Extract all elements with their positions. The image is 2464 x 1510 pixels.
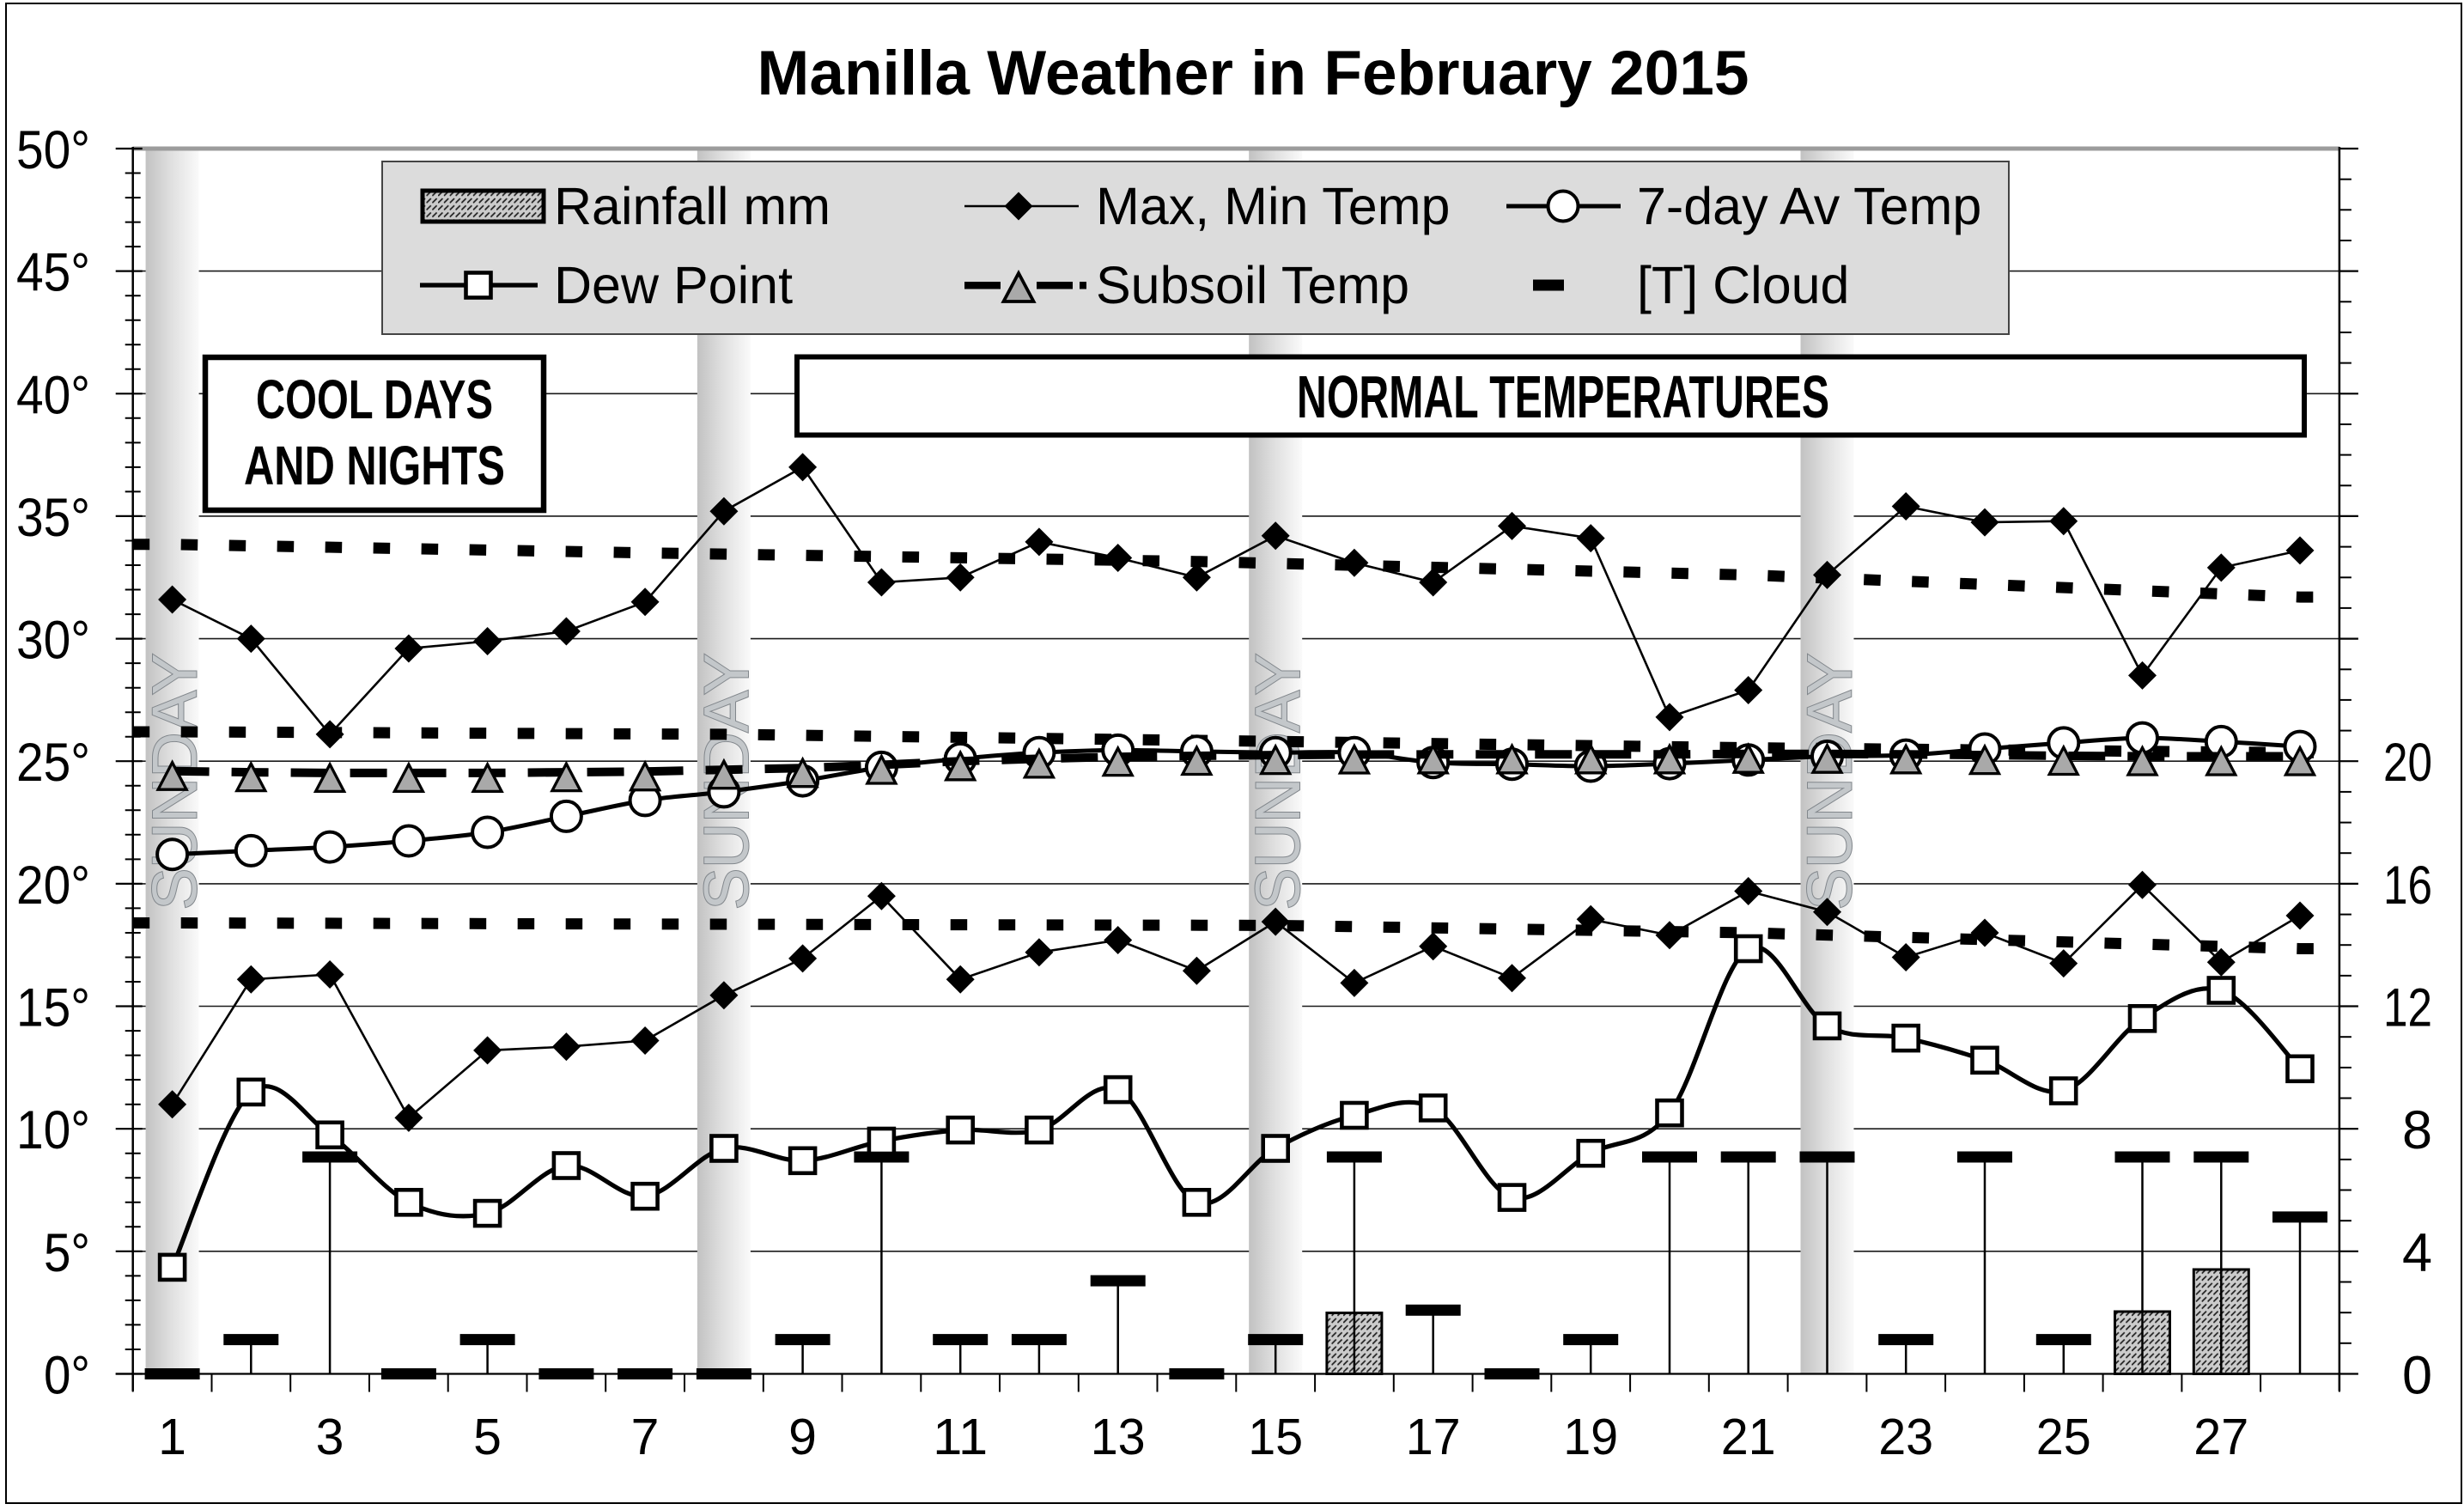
svg-text:21: 21 — [1721, 1409, 1776, 1465]
svg-text:20: 20 — [2383, 733, 2432, 793]
svg-text:12: 12 — [2383, 978, 2432, 1038]
svg-text:17: 17 — [1406, 1409, 1461, 1465]
svg-text:1: 1 — [158, 1409, 186, 1465]
svg-text:Dew Point: Dew Point — [554, 256, 793, 314]
svg-text:7-day Av Temp: 7-day Av Temp — [1637, 177, 1981, 235]
svg-text:Rainfall mm: Rainfall mm — [554, 177, 830, 235]
svg-text:40°: 40° — [16, 365, 90, 425]
svg-text:27: 27 — [2193, 1409, 2248, 1465]
svg-text:35°: 35° — [16, 488, 90, 548]
svg-text:15°: 15° — [16, 978, 90, 1038]
svg-text:Subsoil Temp: Subsoil Temp — [1096, 256, 1409, 314]
svg-text:SUNDAY: SUNDAY — [141, 654, 210, 910]
svg-text:SUNDAY: SUNDAY — [1244, 654, 1313, 910]
svg-text:9: 9 — [788, 1409, 817, 1465]
svg-text:0: 0 — [2402, 1346, 2432, 1406]
svg-text:25°: 25° — [16, 733, 90, 793]
svg-text:AND NIGHTS: AND NIGHTS — [244, 435, 505, 496]
svg-text:25: 25 — [2036, 1409, 2091, 1465]
svg-text:Manilla Weather in February 20: Manilla Weather in February 2015 — [757, 39, 1749, 108]
svg-text:3: 3 — [316, 1409, 344, 1465]
svg-text:10°: 10° — [16, 1100, 90, 1160]
svg-text:5: 5 — [473, 1409, 502, 1465]
svg-text:23: 23 — [1878, 1409, 1933, 1465]
svg-text:5°: 5° — [44, 1223, 90, 1283]
svg-text:15: 15 — [1248, 1409, 1303, 1465]
svg-text:30°: 30° — [16, 611, 90, 671]
svg-text:0°: 0° — [44, 1346, 90, 1406]
svg-text:Max, Min Temp: Max, Min Temp — [1096, 177, 1450, 235]
svg-text:50°: 50° — [16, 120, 90, 180]
svg-text:13: 13 — [1091, 1409, 1146, 1465]
svg-text:COOL DAYS: COOL DAYS — [256, 368, 493, 430]
svg-text:11: 11 — [933, 1409, 988, 1465]
svg-text:[T] Cloud: [T] Cloud — [1637, 256, 1850, 314]
svg-text:19: 19 — [1563, 1409, 1618, 1465]
svg-text:NORMAL TEMPERATURES: NORMAL TEMPERATURES — [1297, 363, 1829, 430]
svg-text:4: 4 — [2402, 1223, 2432, 1283]
svg-text:SUNDAY: SUNDAY — [1796, 654, 1865, 910]
svg-text:20°: 20° — [16, 855, 90, 916]
svg-text:8: 8 — [2402, 1100, 2432, 1160]
svg-text:7: 7 — [631, 1409, 660, 1465]
svg-text:45°: 45° — [16, 243, 90, 303]
svg-text:16: 16 — [2383, 855, 2432, 916]
